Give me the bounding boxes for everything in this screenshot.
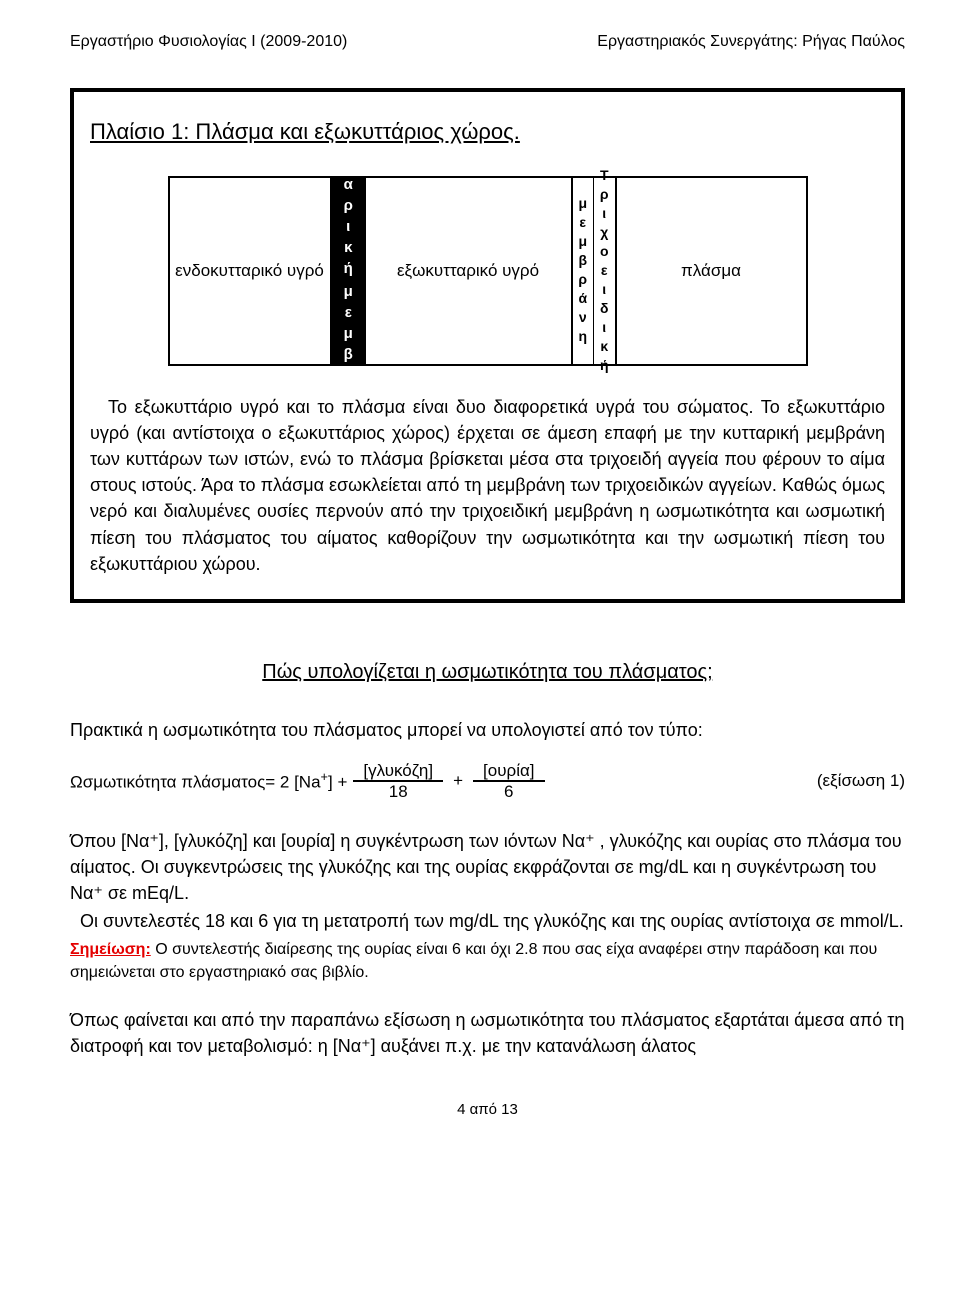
note-text: Ο συντελεστής διαίρεσης της ουρίας είναι… bbox=[70, 941, 877, 981]
frame-title: Πλαίσιο 1: Πλάσμα και εξωκυττάριος χώρος… bbox=[90, 116, 885, 148]
formula-frac-glucose: [γλυκόζη] 18 bbox=[353, 761, 443, 802]
diagram-capillary-membrane: μεμβράνη Τριχοειδική bbox=[571, 178, 617, 364]
frac-urea-den: 6 bbox=[494, 782, 523, 802]
diagram-intracellular: ενδοκυτταρικό υγρό bbox=[170, 178, 330, 364]
equation-label: (εξίσωση 1) bbox=[787, 769, 905, 794]
formula-after-bracket: ] + bbox=[328, 772, 347, 791]
frac-urea-num: [ουρία] bbox=[473, 761, 544, 781]
section-title: Πώς υπολογίζεται η ωσμωτικότητα του πλάσ… bbox=[70, 658, 905, 687]
where-paragraph-2: Οι συντελεστές 18 και 6 για τη μετατροπή… bbox=[70, 908, 905, 934]
formula-plus: + bbox=[453, 769, 463, 794]
header-left: Εργαστήριο Φυσιολογίας Ι (2009-2010) bbox=[70, 30, 347, 53]
membrane2-left: μεμβράνη bbox=[576, 195, 590, 347]
membrane1-word-top: Κυτταρική bbox=[339, 92, 356, 281]
compartment-diagram: ενδοκυτταρικό υγρό Κυτταρική μεμβράνη εξ… bbox=[168, 176, 808, 366]
osmolality-formula: Ωσμωτικότητα πλάσματος= 2 [Νa+] + [γλυκό… bbox=[70, 761, 905, 802]
formula-sup-plus: + bbox=[321, 769, 328, 784]
where-paragraph-1: Όπου [Να⁺], [γλυκόζη] και [ουρία] η συγκ… bbox=[70, 828, 905, 906]
page-header: Εργαστήριο Φυσιολογίας Ι (2009-2010) Εργ… bbox=[70, 30, 905, 53]
diagram-wrap: ενδοκυτταρικό υγρό Κυτταρική μεμβράνη εξ… bbox=[90, 176, 885, 366]
diagram-plasma: πλάσμα bbox=[617, 178, 806, 364]
closing-paragraph: Όπως φαίνεται και από την παραπάνω εξίσω… bbox=[70, 1007, 905, 1059]
frame-box: Πλαίσιο 1: Πλάσμα και εξωκυττάριος χώρος… bbox=[70, 88, 905, 603]
header-right: Εργαστηριακός Συνεργάτης: Ρήγας Παύλος bbox=[597, 30, 905, 53]
note-paragraph: Σημείωση: Ο συντελεστής διαίρεσης της ου… bbox=[70, 938, 905, 984]
diagram-cell-membrane: Κυτταρική μεμβράνη bbox=[330, 178, 366, 364]
formula-frac-urea: [ουρία] 6 bbox=[473, 761, 544, 802]
frac-glucose-den: 18 bbox=[379, 782, 418, 802]
section-intro: Πρακτικά η ωσμωτικότητα του πλάσματος μπ… bbox=[70, 717, 905, 743]
formula-lhs-text: Ωσμωτικότητα πλάσματος= 2 [Νa bbox=[70, 772, 321, 791]
frame-paragraph: Το εξωκυττάριο υγρό και το πλάσμα είναι … bbox=[90, 394, 885, 577]
membrane2-right: Τριχοειδική bbox=[597, 167, 611, 376]
page-footer: 4 από 13 bbox=[70, 1099, 905, 1121]
diagram-extracellular: εξωκυτταρικό υγρό bbox=[366, 178, 571, 364]
frac-glucose-num: [γλυκόζη] bbox=[353, 761, 443, 781]
note-label: Σημείωση: bbox=[70, 941, 151, 958]
formula-lhs: Ωσμωτικότητα πλάσματος= 2 [Νa+] + bbox=[70, 768, 347, 795]
